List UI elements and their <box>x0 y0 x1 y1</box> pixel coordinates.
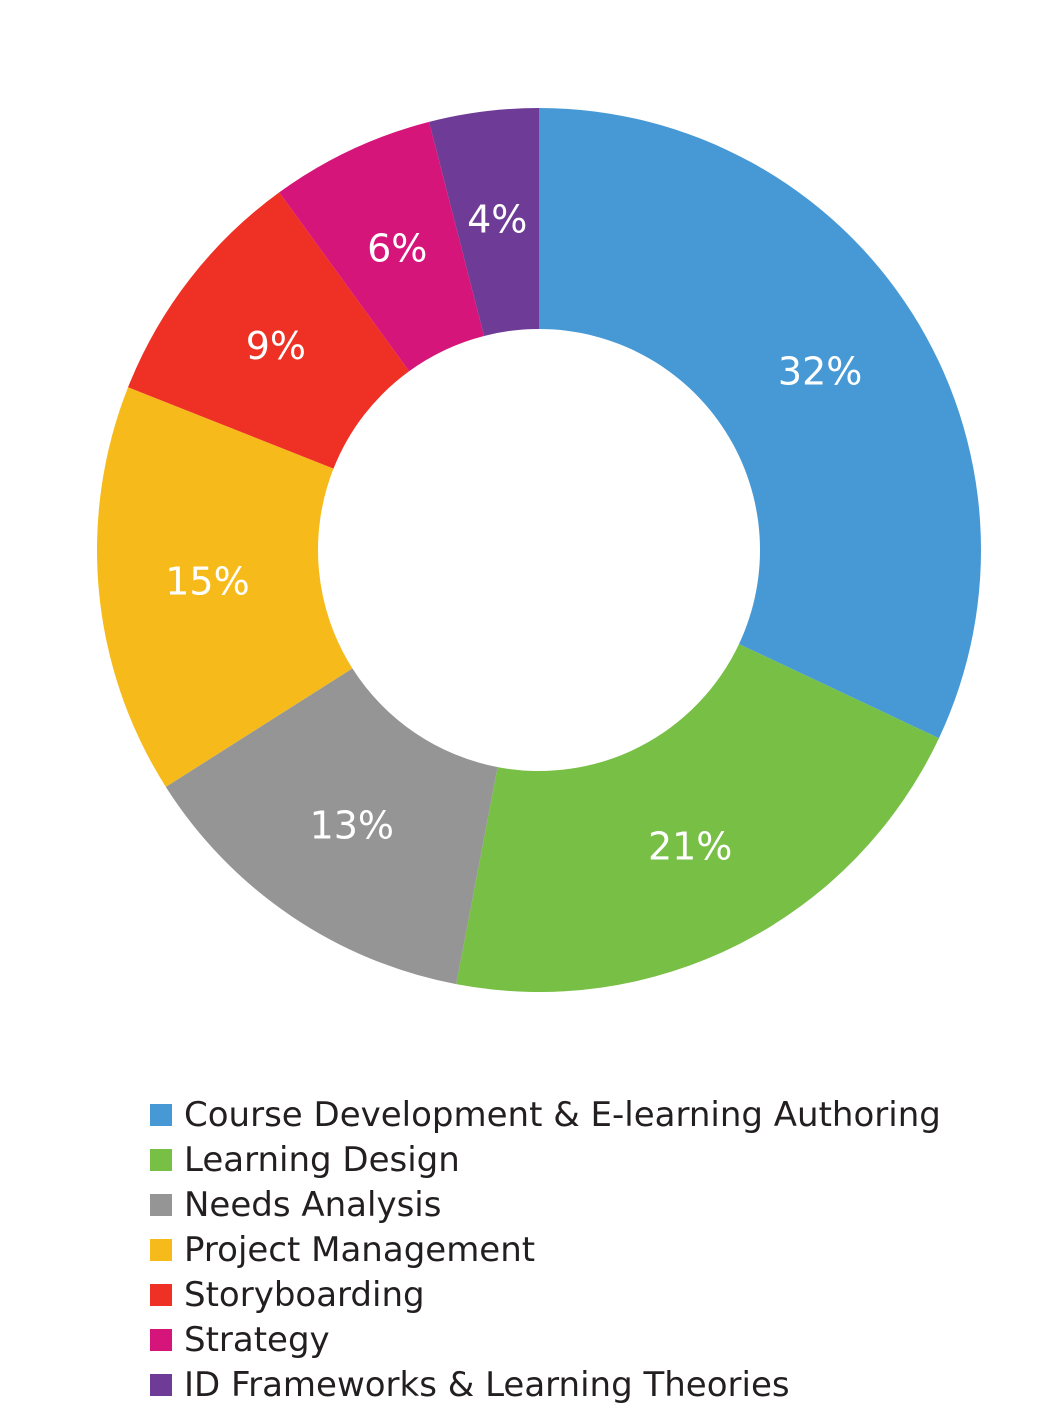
donut-slice <box>539 108 981 739</box>
slice-data-label: 6% <box>367 227 427 271</box>
donut-slice <box>456 644 939 992</box>
donut-slice <box>97 387 353 787</box>
legend-item: Course Development & E-learning Authorin… <box>150 1092 941 1137</box>
legend-swatch <box>150 1283 172 1306</box>
legend-label: Learning Design <box>184 1139 460 1180</box>
legend-swatch <box>150 1103 172 1126</box>
chart-legend: Course Development & E-learning Authorin… <box>150 1092 941 1407</box>
legend-label: Storyboarding <box>184 1274 425 1315</box>
legend-item: Needs Analysis <box>150 1182 941 1227</box>
donut-slice <box>429 108 539 336</box>
slice-data-label: 9% <box>246 324 306 368</box>
legend-item: Learning Design <box>150 1137 941 1182</box>
slice-data-label: 32% <box>778 350 862 394</box>
donut-slice <box>279 121 485 372</box>
legend-swatch <box>150 1148 172 1171</box>
legend-label: Strategy <box>184 1319 330 1360</box>
legend-label: Course Development & E-learning Authorin… <box>184 1094 941 1135</box>
legend-swatch <box>150 1193 172 1216</box>
legend-item: Strategy <box>150 1317 941 1362</box>
legend-swatch <box>150 1238 172 1261</box>
legend-item: ID Frameworks & Learning Theories <box>150 1362 941 1407</box>
donut-slice <box>165 668 498 985</box>
donut-slice <box>128 192 410 469</box>
slice-data-label: 15% <box>165 559 249 603</box>
legend-item: Storyboarding <box>150 1272 941 1317</box>
legend-swatch <box>150 1373 172 1396</box>
legend-label: Needs Analysis <box>184 1184 442 1225</box>
donut-chart: 32% 21% 13% 15% 9% 6% 4% <box>97 108 981 992</box>
legend-item: Project Management <box>150 1227 941 1272</box>
legend-label: Project Management <box>184 1229 536 1270</box>
slice-data-label: 13% <box>310 803 394 847</box>
legend-label: ID Frameworks & Learning Theories <box>184 1364 790 1405</box>
legend-swatch <box>150 1328 172 1351</box>
slice-data-label: 21% <box>648 825 732 869</box>
slice-data-label: 4% <box>467 198 527 242</box>
